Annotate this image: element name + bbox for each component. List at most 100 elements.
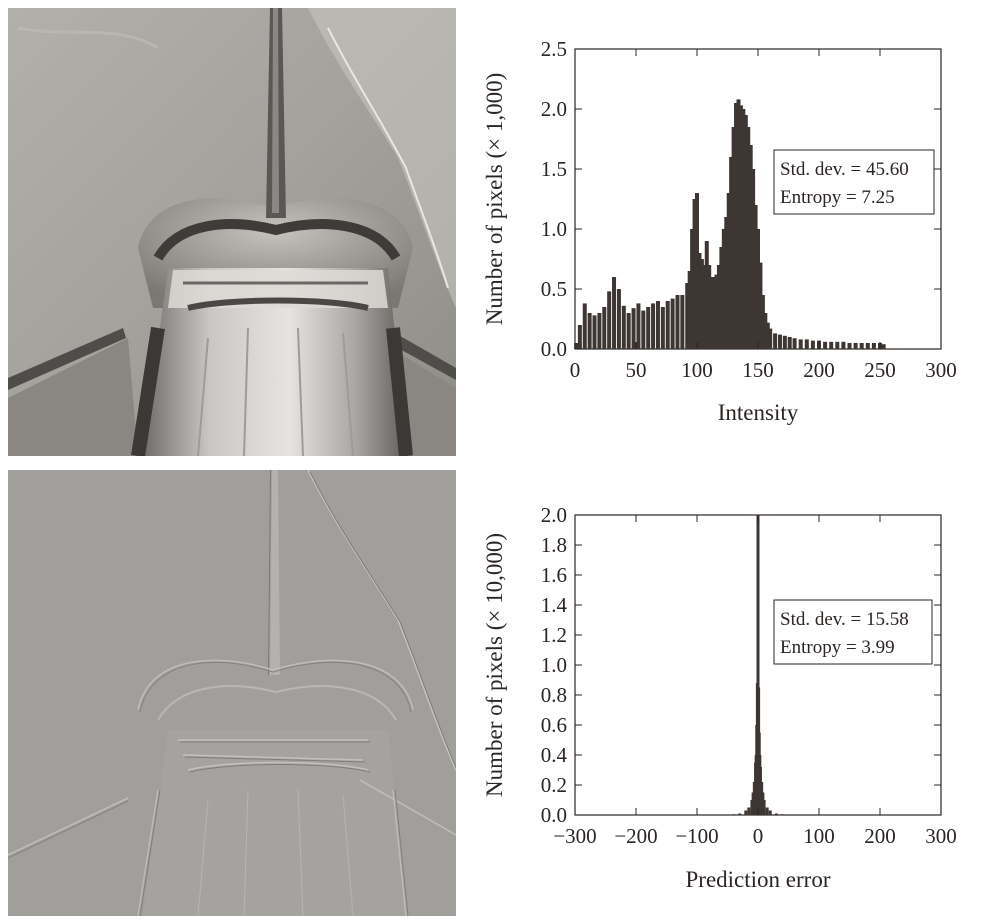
histogram-bar	[768, 810, 772, 815]
histogram-bar	[695, 193, 699, 349]
histogram-bar	[738, 813, 742, 815]
histogram-bar	[847, 343, 852, 349]
histogram-bar	[736, 99, 741, 350]
y-tick-label: 0.8	[541, 683, 567, 707]
histogram-bar	[646, 307, 651, 349]
original-image	[8, 8, 456, 456]
histogram-bar	[704, 241, 709, 349]
annotation-line-2: Entropy = 3.99	[780, 637, 895, 658]
x-tick-label: 0	[570, 358, 581, 382]
y-tick-label: 0.4	[541, 743, 568, 767]
annotation-box	[773, 149, 935, 215]
y-tick-label: 1.2	[541, 623, 567, 647]
histogram-bar	[804, 339, 809, 349]
histogram-bar	[574, 343, 579, 349]
histogram-bar	[726, 193, 731, 349]
y-tick-label: 1.5	[541, 157, 567, 181]
histogram-bars	[574, 99, 886, 350]
x-tick-label: 200	[803, 358, 835, 382]
histogram-bar	[702, 265, 707, 349]
histogram-bar	[780, 814, 784, 815]
histogram-bar	[729, 157, 734, 349]
histogram-bar	[607, 291, 612, 349]
histogram-bar	[692, 199, 697, 349]
histogram-bar	[871, 343, 876, 349]
x-tick-label: −300	[553, 824, 596, 848]
histogram-bar	[631, 308, 636, 349]
histogram-bar	[626, 313, 631, 349]
histogram-bar	[616, 289, 621, 349]
histogram-bar	[765, 807, 769, 815]
y-axis-label: Number of pixels (× 10,000)	[482, 533, 507, 797]
histogram-bar	[721, 229, 726, 349]
histogram-bar	[709, 277, 714, 349]
histogram-bar	[724, 217, 729, 349]
x-tick-label: −100	[675, 824, 718, 848]
x-tick-label: 50	[626, 358, 647, 382]
annotation-line-2: Entropy = 7.25	[780, 187, 895, 208]
histogram-bar	[612, 277, 617, 349]
y-tick-label: 1.4	[541, 593, 568, 617]
histogram-bar	[762, 800, 766, 815]
annotation-line-1: Std. dev. = 15.58	[780, 609, 909, 630]
histogram-bar	[746, 127, 751, 349]
histogram-bar	[651, 303, 656, 349]
histogram-bar	[680, 295, 685, 349]
histogram-bar	[773, 333, 778, 349]
prediction-error-histogram: −300 −200 −100 0 100 200 300 0.0 0.2 0.4 0.6 0.8 1.…	[470, 503, 990, 915]
histogram-bar	[751, 169, 756, 349]
histogram-bar	[716, 265, 721, 349]
histogram-bar	[731, 127, 736, 349]
histogram-bar	[714, 274, 719, 349]
histogram-bar	[841, 341, 846, 349]
x-axis-label: Prediction error	[686, 867, 831, 892]
histogram-bar	[782, 335, 787, 349]
histogram-bar	[582, 303, 587, 349]
histogram-bar	[699, 259, 704, 349]
y-tick-label: 1.0	[541, 217, 567, 241]
x-tick-label: 0	[753, 824, 764, 848]
y-tick-label: 0.2	[541, 773, 567, 797]
histogram-bar	[597, 313, 602, 349]
histogram-bar	[743, 115, 748, 349]
stats-annotation: Std. dev. = 45.60 Entropy = 7.25	[773, 149, 935, 215]
histogram-bar	[665, 301, 670, 349]
histogram-bar	[829, 341, 834, 349]
histogram-bar	[738, 105, 743, 350]
x-axis-ticks: −300 −200 −100 0 100 200 300	[553, 515, 957, 848]
y-tick-label: 0.5	[541, 277, 567, 301]
histogram-bar	[747, 807, 751, 815]
y-tick-label: 2.5	[541, 37, 567, 61]
y-tick-label: 2.0	[541, 97, 567, 121]
x-tick-label: −200	[614, 824, 657, 848]
intensity-histogram: 0 50 100 150 200 250 300 0.0 0.5 1.0 1.5 2.0 2.5 St…	[470, 30, 990, 440]
annotation-line-1: Std. dev. = 45.60	[780, 159, 909, 180]
histogram-bar	[712, 277, 717, 349]
prediction-error-image	[8, 470, 456, 916]
x-tick-label: 100	[803, 824, 835, 848]
histogram-bar	[853, 343, 858, 349]
histogram-bar	[655, 301, 660, 349]
histogram-bar	[798, 339, 803, 349]
histogram-bar	[758, 262, 763, 349]
histogram-bar	[592, 315, 597, 349]
x-axis-label: Intensity	[718, 400, 799, 425]
histogram-bar	[685, 283, 690, 349]
histogram-bar	[787, 337, 792, 349]
stats-annotation: Std. dev. = 15.58 Entropy = 3.99	[773, 599, 933, 665]
y-tick-label: 0.6	[541, 713, 567, 737]
histogram-bar	[823, 341, 828, 349]
histogram-bar	[697, 253, 702, 349]
histogram-bar	[881, 344, 886, 349]
histogram-bar	[835, 341, 840, 349]
histogram-bar	[744, 810, 748, 815]
histogram-bar	[621, 305, 626, 349]
histogram-bar	[859, 343, 864, 349]
x-tick-label: 300	[925, 358, 957, 382]
histogram-bar	[792, 338, 797, 349]
y-tick-label: 1.0	[541, 653, 567, 677]
histogram-bar	[675, 295, 680, 349]
y-axis-label: Number of pixels (× 1,000)	[482, 73, 507, 326]
histogram-bar	[636, 303, 641, 349]
x-tick-label: 300	[925, 824, 957, 848]
